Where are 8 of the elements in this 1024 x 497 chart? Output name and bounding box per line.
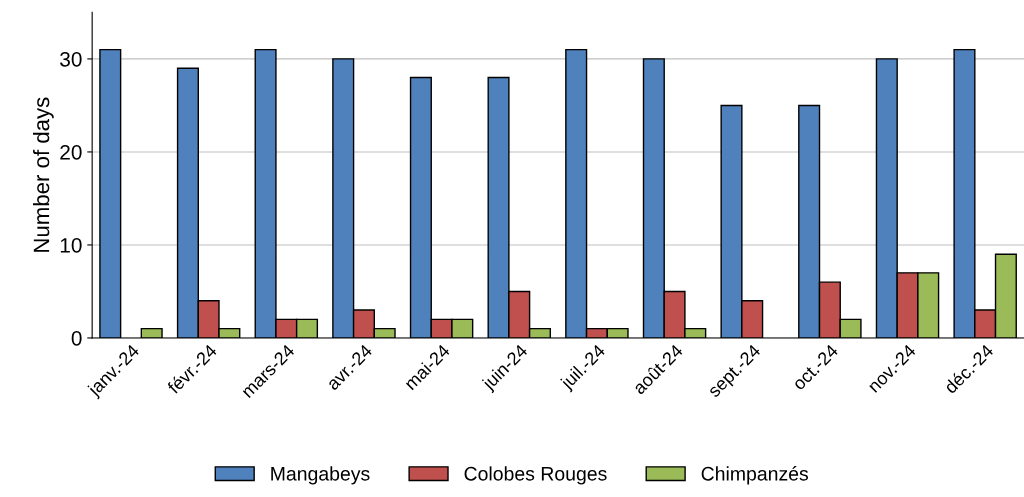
y-tick-label: 30 <box>60 51 82 67</box>
legend-label: Mangabeys <box>271 466 370 485</box>
legend-label: Colobes Rouges <box>464 466 607 485</box>
y-tick-label: 0 <box>71 330 82 346</box>
y-tick-label: 10 <box>60 237 82 253</box>
y-axis-title: Number of days <box>33 97 54 252</box>
y-tick-label: 20 <box>60 144 82 160</box>
legend-label: Chimpanzés <box>701 466 809 485</box>
